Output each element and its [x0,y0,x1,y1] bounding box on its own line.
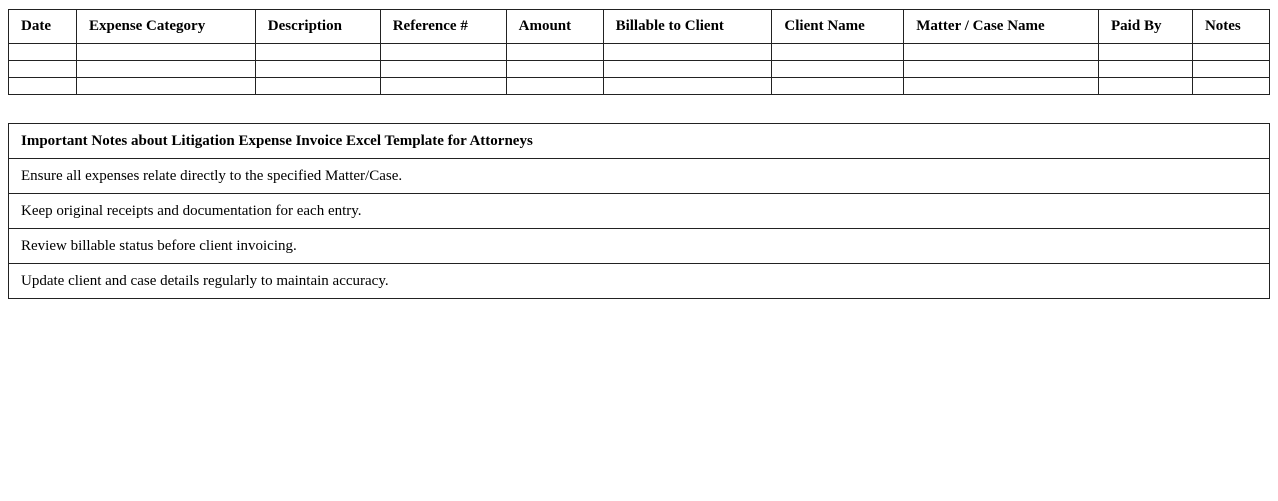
header-client-name: Client Name [771,9,905,44]
header-row: Date Expense Category Description Refere… [8,9,1271,44]
header-amount: Amount [505,9,604,44]
cell[interactable] [379,77,507,95]
header-reference: Reference # [379,9,507,44]
cell[interactable] [903,43,1100,61]
cell[interactable] [8,77,77,95]
cell[interactable] [1191,43,1271,61]
cell[interactable] [254,77,381,95]
cell[interactable] [602,60,773,78]
cell[interactable] [75,43,256,61]
cell[interactable] [379,60,507,78]
header-description: Description [254,9,381,44]
cell[interactable] [379,43,507,61]
table-row [8,60,1271,78]
cell[interactable] [1098,60,1193,78]
cell[interactable] [254,60,381,78]
cell[interactable] [1098,77,1193,95]
notes-table: Important Notes about Litigation Expense… [8,123,1270,299]
cell[interactable] [8,60,77,78]
cell[interactable] [75,77,256,95]
header-expense-category: Expense Category [75,9,256,44]
cell[interactable] [1191,60,1271,78]
cell[interactable] [505,43,604,61]
cell[interactable] [771,77,905,95]
cell[interactable] [1098,43,1193,61]
note-item: Ensure all expenses relate directly to t… [8,158,1270,194]
cell[interactable] [602,77,773,95]
cell[interactable] [505,77,604,95]
cell[interactable] [505,60,604,78]
table-row [8,43,1271,61]
cell[interactable] [903,60,1100,78]
header-date: Date [8,9,77,44]
header-billable: Billable to Client [602,9,773,44]
note-item: Update client and case details regularly… [8,263,1270,299]
cell[interactable] [771,60,905,78]
cell[interactable] [254,43,381,61]
cell[interactable] [75,60,256,78]
cell[interactable] [8,43,77,61]
note-item: Review billable status before client inv… [8,228,1270,264]
cell[interactable] [1191,77,1271,95]
expense-table: Date Expense Category Description Refere… [8,9,1271,95]
header-notes: Notes [1191,9,1271,44]
table-row [8,77,1271,95]
cell[interactable] [771,43,905,61]
header-matter-case: Matter / Case Name [903,9,1100,44]
notes-title: Important Notes about Litigation Expense… [8,123,1270,159]
note-item: Keep original receipts and documentation… [8,193,1270,229]
cell[interactable] [903,77,1100,95]
cell[interactable] [602,43,773,61]
header-paid-by: Paid By [1098,9,1193,44]
